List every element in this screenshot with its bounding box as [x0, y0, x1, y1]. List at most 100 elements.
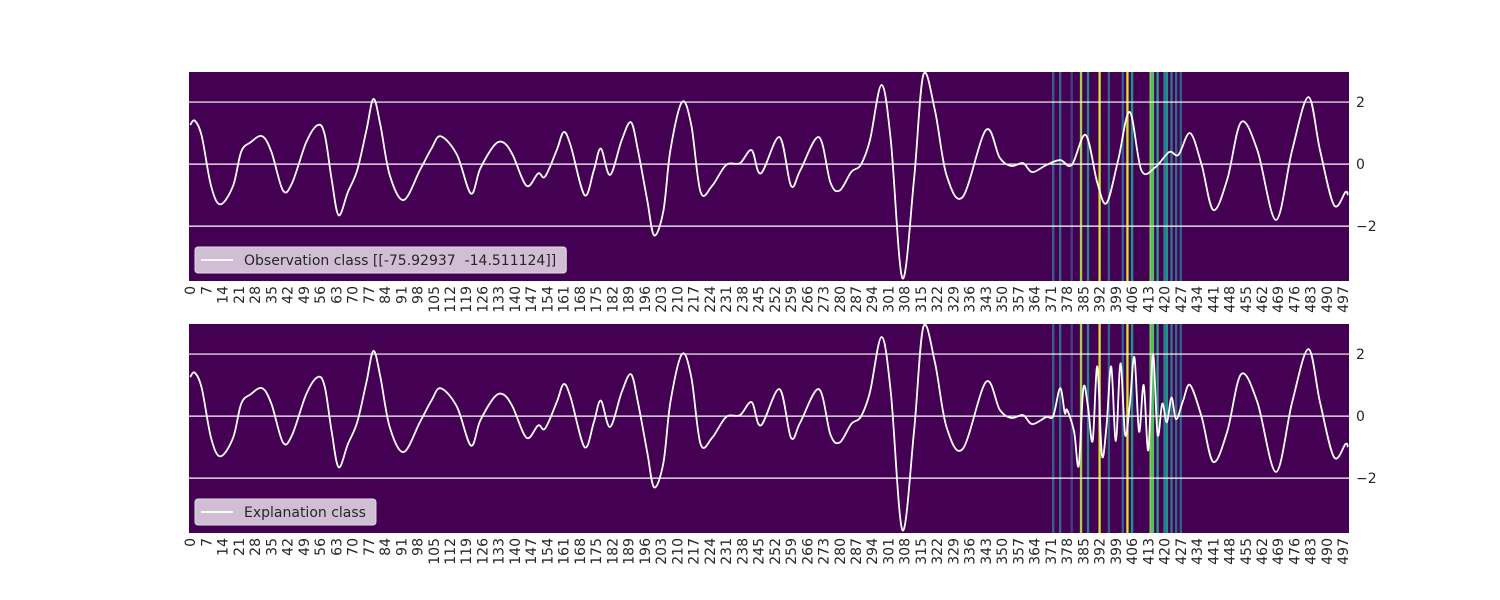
x-tick-label: 35 — [264, 538, 280, 556]
heat-cell — [1086, 324, 1090, 533]
x-tick-label: 119 — [459, 286, 475, 313]
x-tick-label: 245 — [752, 538, 768, 565]
x-tick-label: 392 — [1093, 286, 1109, 313]
x-tick-label: 364 — [1028, 286, 1044, 313]
x-tick-label: 329 — [946, 538, 962, 565]
heat-cell — [1059, 72, 1062, 281]
x-tick-label: 168 — [573, 286, 589, 313]
x-tick-label: 273 — [817, 286, 833, 313]
x-tick-label: 280 — [833, 286, 849, 313]
x-tick-label: 0 — [183, 286, 199, 295]
x-tick-label: 84 — [378, 286, 394, 304]
heat-cell — [1175, 72, 1178, 281]
x-tick-label: 315 — [914, 286, 930, 313]
x-tick-label: 371 — [1044, 286, 1060, 313]
x-tick-label: 28 — [248, 286, 264, 304]
heat-cell — [1052, 72, 1055, 281]
plot-background — [189, 72, 1349, 281]
heat-cell — [1170, 324, 1173, 533]
heat-cell — [1175, 324, 1178, 533]
x-tick-label: 98 — [411, 286, 427, 304]
x-tick-label: 294 — [865, 286, 881, 313]
x-tick-label: 91 — [394, 538, 410, 556]
x-tick-label: 266 — [800, 538, 816, 565]
x-tick-label: 455 — [1239, 538, 1255, 565]
x-tick-label: 462 — [1255, 286, 1271, 313]
x-tick-label: 98 — [411, 538, 427, 556]
x-tick-label: 434 — [1190, 286, 1206, 313]
x-tick-label: 420 — [1158, 286, 1174, 313]
x-tick-label: 210 — [670, 538, 686, 565]
x-tick-label: 133 — [492, 286, 508, 313]
x-tick-label: 329 — [946, 286, 962, 313]
x-tick-label: 147 — [524, 286, 540, 313]
x-tick-label: 252 — [768, 538, 784, 565]
x-tick-label: 168 — [573, 538, 589, 565]
x-tick-label: 301 — [881, 538, 897, 565]
x-tick-label: 119 — [459, 538, 475, 565]
x-tick-label: 357 — [1011, 286, 1027, 313]
x-tick-label: 266 — [800, 286, 816, 313]
x-tick-label: 399 — [1109, 286, 1125, 313]
x-tick-label: 399 — [1109, 538, 1125, 565]
x-tick-label: 14 — [216, 538, 232, 556]
x-tick-label: 427 — [1174, 538, 1190, 565]
x-tick-label: 70 — [346, 538, 362, 556]
heat-cell — [1098, 72, 1101, 281]
x-tick-label: 336 — [963, 286, 979, 313]
x-tick-label: 224 — [703, 538, 719, 565]
heat-cell — [1086, 72, 1090, 281]
x-tick-label: 189 — [622, 538, 638, 565]
x-tick-label: 42 — [281, 538, 297, 556]
x-tick-label: 280 — [833, 538, 849, 565]
x-tick-label: 133 — [492, 538, 508, 565]
x-tick-label: 161 — [557, 538, 573, 565]
heat-cell — [1163, 72, 1166, 281]
x-tick-label: 343 — [979, 538, 995, 565]
heat-cell — [1163, 324, 1166, 533]
x-tick-label: 21 — [232, 538, 248, 556]
heat-cell — [1107, 72, 1111, 281]
x-tick-label: 294 — [865, 538, 881, 565]
x-tick-label: 112 — [443, 286, 459, 313]
x-tick-label: 434 — [1190, 538, 1206, 565]
x-tick-label: 469 — [1271, 538, 1287, 565]
x-tick-label: 476 — [1287, 286, 1303, 313]
y-tick-label: −2 — [1356, 219, 1377, 235]
series-line — [189, 323, 1349, 532]
x-tick-label: 105 — [427, 538, 443, 565]
x-tick-label: 392 — [1093, 538, 1109, 565]
x-tick-label: 7 — [199, 538, 215, 547]
x-tick-label: 49 — [297, 538, 313, 556]
x-tick-label: 483 — [1304, 286, 1320, 313]
x-tick-label: 385 — [1076, 538, 1092, 565]
x-tick-label: 105 — [427, 286, 443, 313]
heat-cell — [1126, 72, 1129, 281]
x-tick-label: 56 — [313, 538, 329, 556]
x-tick-label: 406 — [1125, 538, 1141, 565]
heat-cell — [1121, 72, 1124, 281]
x-tick-label: 462 — [1255, 538, 1271, 565]
x-tick-label: 196 — [638, 286, 654, 313]
x-tick-label: 455 — [1239, 286, 1255, 313]
x-tick-label: 448 — [1223, 286, 1239, 313]
heat-cell — [1165, 72, 1169, 281]
series-line — [189, 71, 1349, 280]
x-tick-label: 245 — [752, 286, 768, 313]
x-tick-label: 91 — [394, 286, 410, 304]
legend-box — [194, 246, 567, 274]
x-tick-label: 448 — [1223, 538, 1239, 565]
x-tick-label: 364 — [1028, 538, 1044, 565]
heat-cell — [1070, 324, 1073, 533]
x-tick-label: 175 — [589, 286, 605, 313]
x-tick-label: 322 — [930, 538, 946, 565]
x-tick-label: 231 — [719, 538, 735, 565]
x-tick-label: 490 — [1320, 538, 1336, 565]
x-tick-label: 301 — [881, 286, 897, 313]
x-tick-label: 420 — [1158, 538, 1174, 565]
x-tick-label: 497 — [1336, 286, 1352, 313]
x-tick-label: 371 — [1044, 538, 1060, 565]
legend-label: Observation class [[-75.92937 -14.511124… — [244, 253, 556, 269]
heat-cell — [1149, 324, 1152, 533]
